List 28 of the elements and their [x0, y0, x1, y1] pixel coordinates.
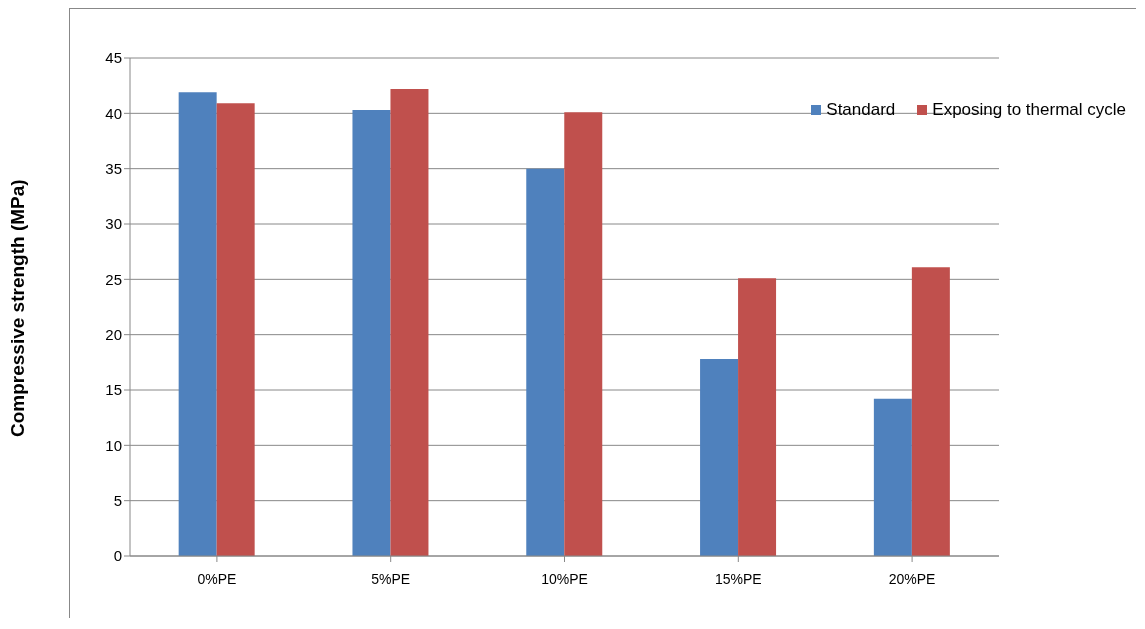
legend-label: Exposing to thermal cycle [931, 100, 1126, 120]
y-tick-label: 45 [105, 49, 122, 67]
bar [564, 112, 603, 556]
bar [738, 278, 777, 556]
y-tick-label: 35 [105, 159, 122, 177]
y-tick-label: 25 [105, 270, 122, 288]
y-tick-label: 10 [105, 436, 122, 454]
y-tick-label: 20 [105, 325, 122, 343]
bar [178, 92, 217, 556]
bar [873, 398, 912, 556]
y-tick-label: 5 [113, 491, 122, 509]
x-tick-label: 5%PE [371, 570, 411, 587]
x-tick-label: 0%PE [197, 570, 237, 587]
bar [216, 103, 255, 556]
bar [526, 168, 565, 556]
y-axis-title: Compressive strength (MPa) [6, 179, 28, 437]
y-tick-label: 0 [113, 547, 122, 565]
y-tick-label: 40 [105, 104, 122, 122]
x-tick-label: 20%PE [888, 570, 936, 587]
bar [390, 88, 429, 556]
y-tick-label: 15 [105, 381, 122, 399]
bar [352, 110, 391, 556]
bar [700, 359, 739, 556]
y-tick-label: 30 [105, 215, 122, 233]
bar [911, 267, 950, 556]
x-tick-label: 15%PE [714, 570, 762, 587]
x-tick-label: 10%PE [541, 570, 588, 587]
legend-label: Standard [825, 100, 896, 120]
